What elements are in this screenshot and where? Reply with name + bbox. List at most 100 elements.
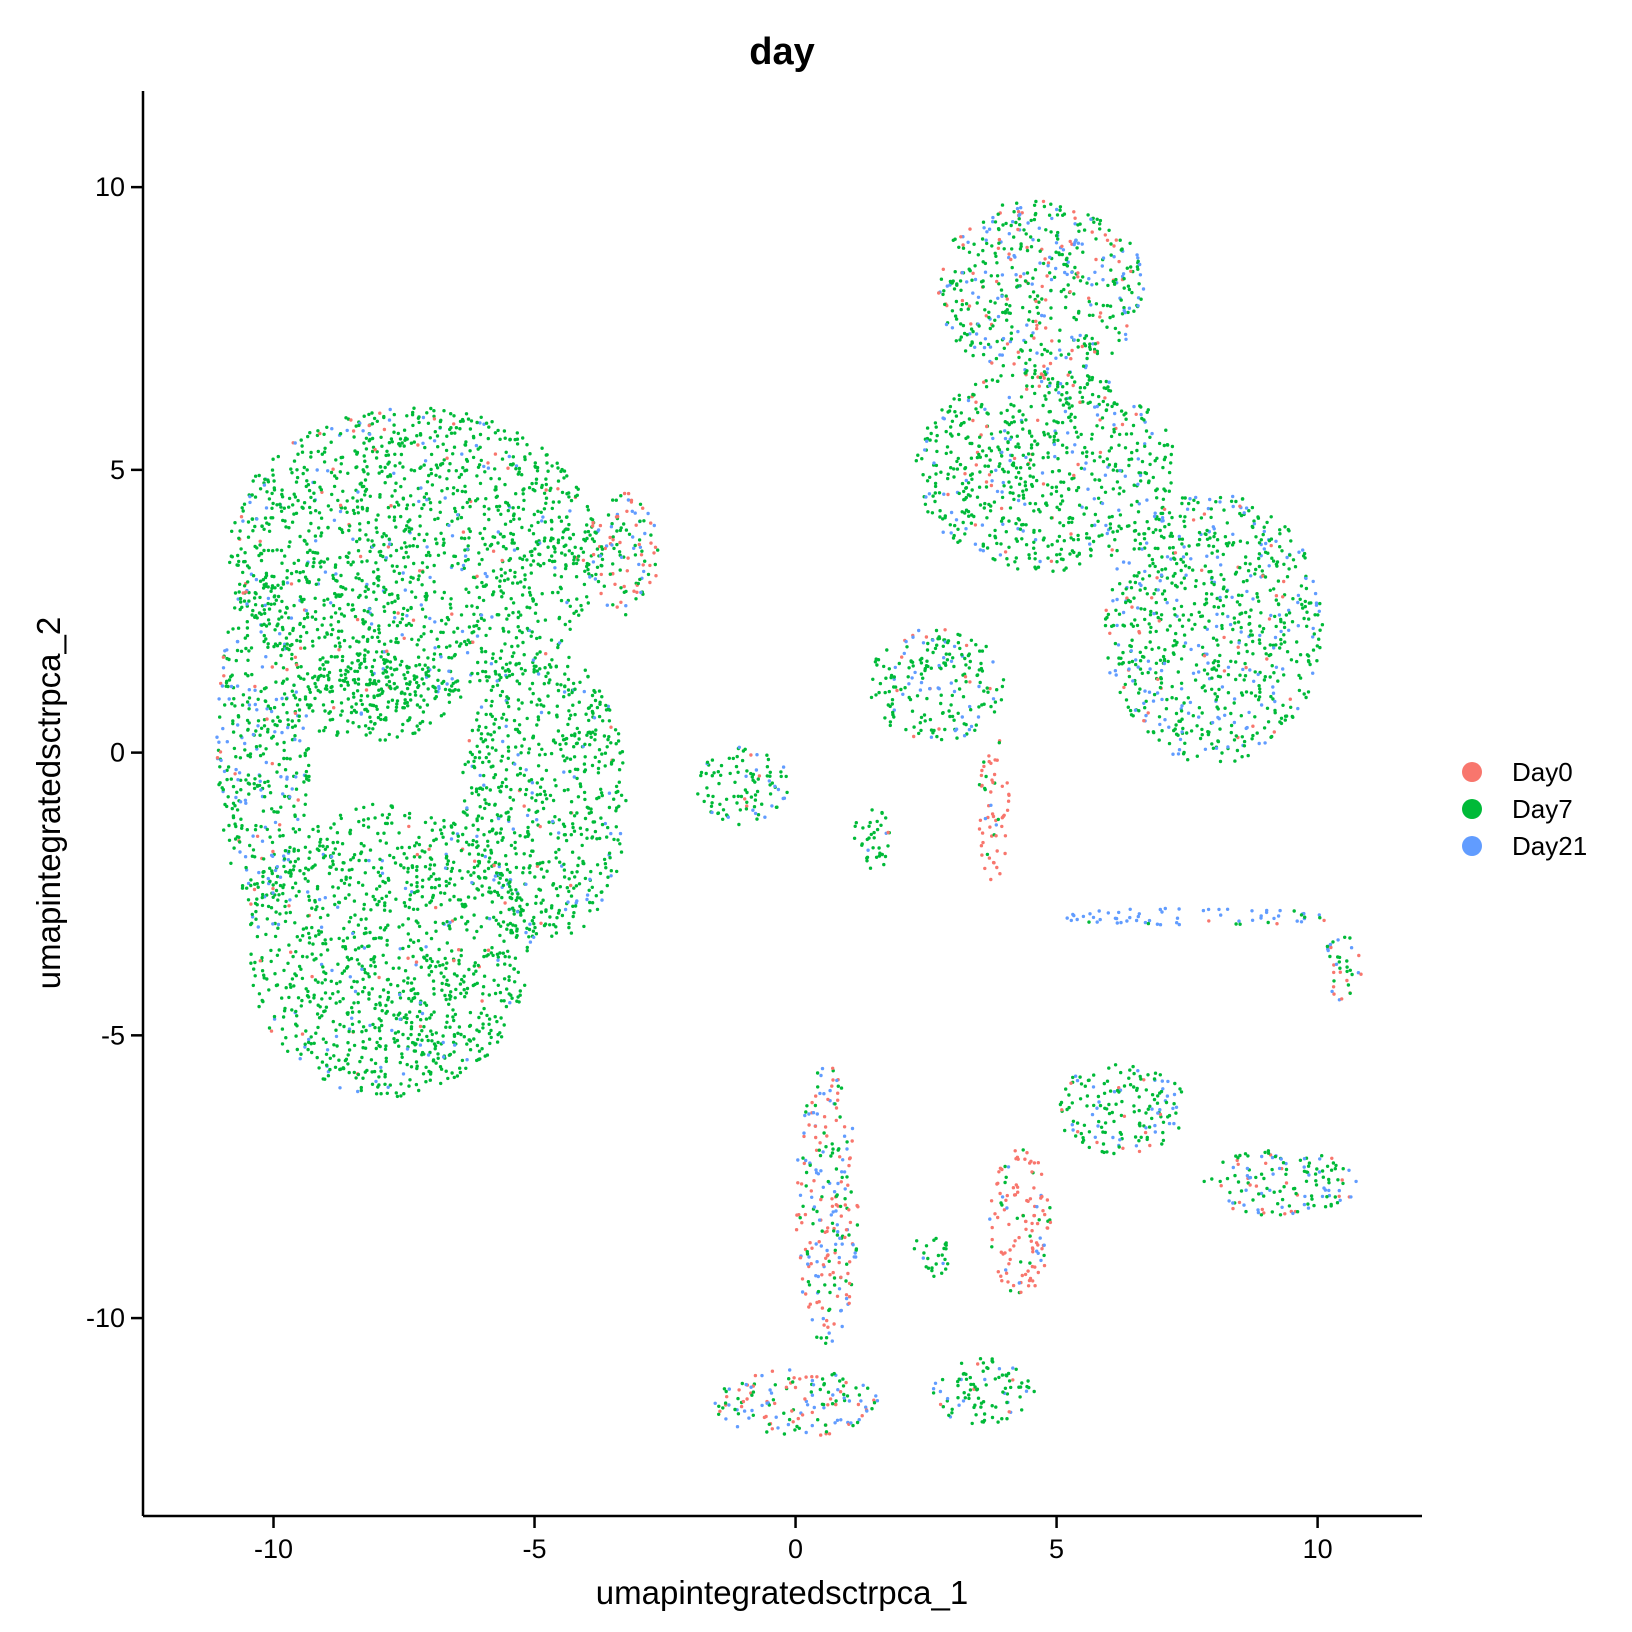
data-point — [443, 993, 447, 998]
data-point — [531, 929, 536, 933]
data-point — [347, 958, 351, 962]
data-point — [268, 835, 272, 839]
data-point — [357, 1020, 361, 1024]
data-point — [551, 500, 556, 504]
data-point — [403, 813, 407, 818]
data-point — [294, 690, 298, 694]
data-point — [486, 866, 491, 871]
data-point — [392, 515, 397, 519]
data-point — [745, 800, 749, 804]
data-point — [523, 792, 528, 797]
data-point — [462, 566, 466, 570]
data-point — [420, 1029, 424, 1033]
data-point — [1049, 492, 1054, 496]
data-point — [254, 823, 258, 828]
data-point — [452, 486, 456, 490]
data-point — [1011, 220, 1015, 224]
data-point — [463, 559, 468, 563]
data-point — [477, 750, 482, 754]
data-point — [329, 865, 333, 869]
data-point — [378, 857, 382, 861]
data-point — [408, 580, 412, 584]
data-point — [271, 895, 275, 899]
data-point — [288, 795, 292, 799]
data-point — [522, 487, 526, 491]
data-point — [308, 703, 312, 707]
data-point — [482, 954, 486, 959]
data-point — [1019, 242, 1023, 246]
data-point — [568, 509, 572, 513]
data-point — [422, 698, 426, 702]
data-point — [377, 550, 381, 554]
data-point — [265, 917, 269, 921]
data-point — [1040, 297, 1044, 301]
data-point — [579, 832, 584, 837]
data-point — [459, 536, 464, 540]
data-point — [455, 1074, 460, 1078]
data-point — [444, 842, 448, 846]
data-point — [356, 880, 361, 885]
data-point — [425, 703, 430, 707]
data-point — [535, 793, 539, 797]
data-point — [438, 500, 442, 504]
data-point — [493, 467, 497, 471]
data-point — [605, 883, 609, 888]
data-point — [438, 463, 443, 467]
data-point — [609, 725, 613, 729]
data-point — [429, 1029, 433, 1033]
data-point — [478, 773, 482, 778]
data-point — [612, 837, 616, 842]
data-point — [1002, 346, 1006, 350]
data-point — [546, 694, 550, 698]
data-point — [1101, 278, 1105, 282]
data-point — [470, 880, 474, 885]
data-point — [290, 642, 294, 647]
data-point — [602, 584, 606, 588]
data-point — [524, 787, 529, 792]
data-point — [470, 728, 475, 733]
data-point — [277, 893, 281, 897]
data-point — [495, 1019, 499, 1024]
data-point — [218, 765, 222, 769]
data-point — [322, 728, 326, 733]
data-point — [572, 911, 576, 915]
data-point — [1100, 533, 1104, 537]
data-point — [577, 613, 581, 617]
data-point — [275, 874, 280, 879]
data-point — [598, 700, 602, 704]
data-point — [1056, 457, 1060, 461]
data-point — [323, 725, 327, 730]
data-point — [390, 564, 395, 568]
data-point — [365, 694, 370, 698]
data-point — [445, 1020, 449, 1024]
data-point — [1017, 217, 1021, 221]
data-point — [1076, 345, 1080, 349]
data-point — [1104, 379, 1109, 384]
data-point — [231, 784, 236, 789]
data-point — [354, 576, 358, 580]
data-point — [955, 283, 959, 287]
data-point — [441, 630, 445, 635]
data-point — [518, 910, 523, 915]
data-point — [293, 921, 297, 925]
data-point — [251, 479, 255, 483]
data-point — [525, 716, 529, 721]
data-point — [1025, 387, 1029, 391]
data-point — [1111, 279, 1116, 284]
data-point — [589, 807, 593, 811]
data-point — [512, 912, 516, 916]
data-point — [359, 917, 363, 922]
data-point — [290, 725, 295, 729]
data-point — [287, 995, 291, 1000]
data-point — [995, 541, 999, 546]
data-point — [1076, 338, 1080, 342]
data-point — [574, 485, 579, 489]
data-point — [611, 535, 615, 539]
data-point — [402, 555, 406, 560]
data-point — [413, 992, 417, 996]
data-point — [566, 664, 570, 669]
data-point — [1064, 566, 1068, 570]
data-point — [314, 617, 318, 621]
data-point — [437, 877, 441, 881]
data-point — [306, 879, 310, 883]
